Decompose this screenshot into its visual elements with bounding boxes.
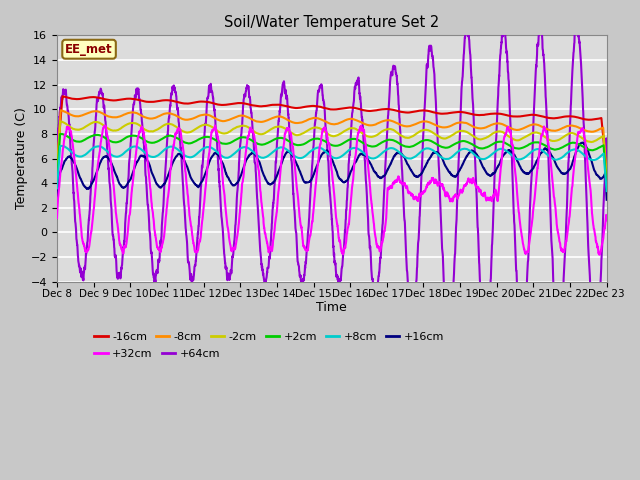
Y-axis label: Temperature (C): Temperature (C) bbox=[15, 108, 28, 209]
Title: Soil/Water Temperature Set 2: Soil/Water Temperature Set 2 bbox=[224, 15, 440, 30]
Text: EE_met: EE_met bbox=[65, 43, 113, 56]
Legend: +32cm, +64cm: +32cm, +64cm bbox=[90, 345, 225, 364]
X-axis label: Time: Time bbox=[316, 301, 348, 314]
